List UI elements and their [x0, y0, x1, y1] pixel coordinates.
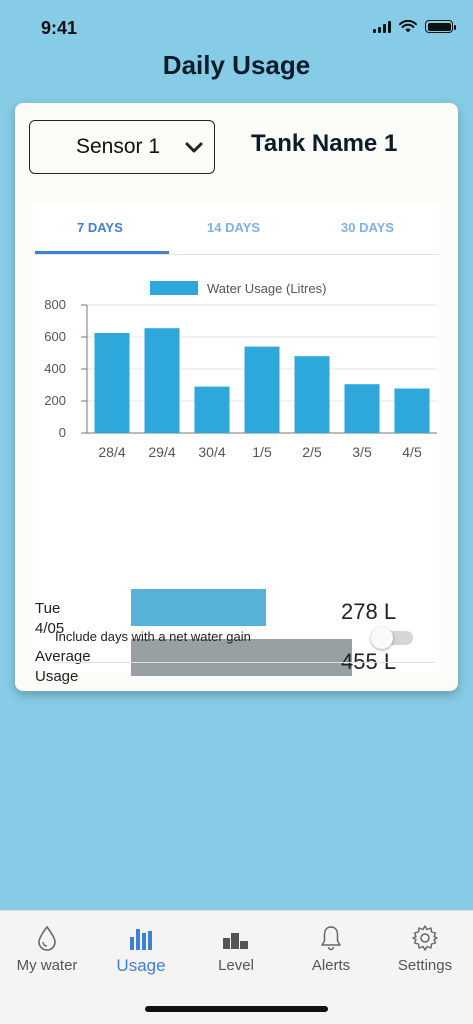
bar	[194, 386, 230, 433]
bar	[294, 356, 330, 433]
net-gain-toggle[interactable]	[371, 627, 415, 649]
average-label-line2: Usage	[35, 668, 79, 685]
y-tick-label: 0	[59, 425, 66, 440]
tab-14-days[interactable]: 14 DAYS	[207, 220, 260, 235]
average-usage-value: 455 L	[341, 649, 397, 674]
bar	[244, 346, 280, 433]
today-label-day: Tue	[35, 600, 61, 617]
status-time: 9:41	[41, 18, 78, 38]
y-tick-label: 200	[44, 393, 66, 408]
bar	[394, 388, 430, 433]
x-tick-label: 28/4	[98, 444, 125, 460]
today-usage-bar	[131, 589, 266, 626]
status-bar: 9:41	[0, 0, 473, 58]
bottom-tab-bar: My water Usage Level Alerts Settings	[0, 910, 473, 1024]
nav-label: Usage	[116, 956, 166, 975]
status-icons	[373, 20, 456, 33]
range-tabs: 7 DAYS 14 DAYS 30 DAYS	[33, 203, 439, 255]
nav-settings[interactable]: Settings	[378, 911, 472, 991]
x-tick-label: 29/4	[148, 444, 175, 460]
bar-chart-icon	[130, 929, 152, 950]
y-tick-label: 800	[44, 297, 66, 312]
bar	[144, 328, 180, 433]
usage-panel: 7 DAYS 14 DAYS 30 DAYS Water Usage (Litr…	[33, 203, 439, 685]
average-label: Average Usage	[35, 647, 91, 687]
today-label-date: 4/05	[35, 620, 65, 637]
active-tab-underline	[35, 251, 169, 254]
nav-alerts[interactable]: Alerts	[284, 911, 378, 991]
cellular-signal-icon	[373, 20, 391, 33]
x-tick-label: 4/5	[402, 444, 422, 460]
bell-icon	[321, 926, 341, 951]
usage-bar-chart: Water Usage (Litres) 0 200 400 600 800 28/4 29/…	[44, 281, 437, 460]
chevron-down-icon	[185, 142, 203, 153]
battery-icon	[425, 20, 456, 33]
legend-swatch	[150, 281, 198, 295]
nav-my-water[interactable]: My water	[0, 911, 94, 991]
tab-7-days[interactable]: 7 DAYS	[77, 220, 123, 235]
y-tick-label: 600	[44, 329, 66, 344]
sensor-dropdown-value: Sensor 1	[76, 135, 161, 158]
level-icon	[223, 933, 248, 949]
bar	[94, 333, 130, 433]
home-indicator	[145, 1006, 328, 1012]
nav-label: Level	[218, 957, 254, 974]
tank-name: Tank Name 1	[251, 130, 398, 157]
nav-label: My water	[16, 957, 78, 974]
y-tick-label: 400	[44, 361, 66, 376]
net-gain-label: Include days with a net water gain	[55, 629, 251, 644]
today-usage-value: 278 L	[341, 599, 397, 624]
x-tick-label: 1/5	[252, 444, 272, 460]
gear-icon	[412, 925, 438, 951]
usage-card: Sensor 1 Tank Name 1 7 DAYS 14 DAYS 30 D…	[15, 103, 458, 691]
divider	[55, 662, 435, 663]
nav-usage[interactable]: Usage	[94, 911, 188, 991]
bar	[344, 384, 380, 433]
x-tick-label: 30/4	[198, 444, 225, 460]
wifi-icon	[399, 20, 417, 33]
x-tick-label: 2/5	[302, 444, 322, 460]
page-title: Daily Usage	[162, 50, 311, 80]
legend-label: Water Usage (Litres)	[207, 281, 326, 296]
x-tick-label: 3/5	[352, 444, 372, 460]
toggle-knob	[371, 627, 393, 649]
nav-level[interactable]: Level	[189, 911, 283, 991]
nav-label: Alerts	[311, 957, 351, 974]
tab-30-days[interactable]: 30 DAYS	[341, 220, 394, 235]
average-label-line1: Average	[35, 648, 91, 665]
nav-label: Settings	[397, 957, 453, 974]
sensor-dropdown[interactable]: Sensor 1	[29, 120, 215, 174]
today-label: Tue 4/05	[35, 599, 64, 639]
average-usage-bar	[131, 639, 352, 676]
water-drop-icon	[38, 925, 56, 951]
